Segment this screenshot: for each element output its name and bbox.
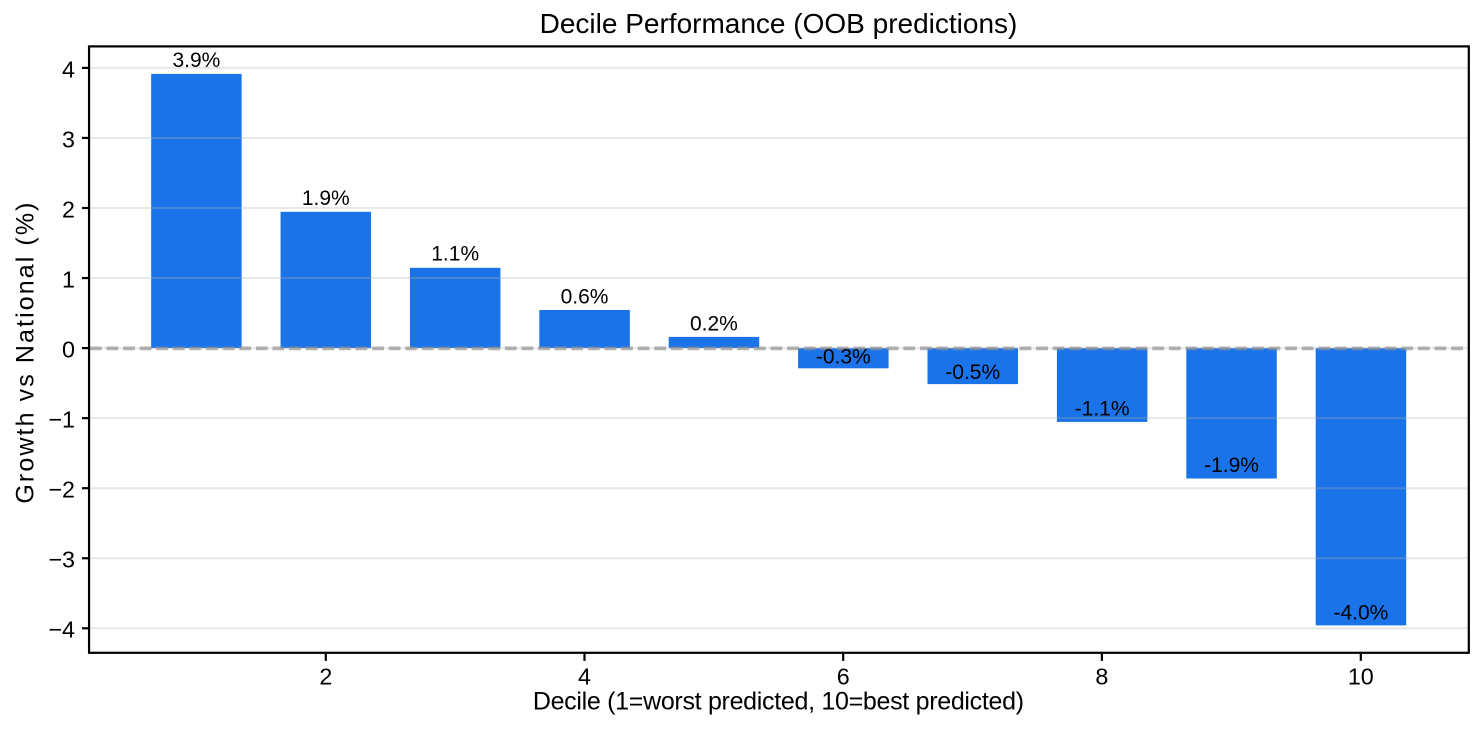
svg-text:10: 10 bbox=[1348, 664, 1374, 690]
svg-text:−2: −2 bbox=[48, 477, 75, 503]
svg-text:-1.1%: -1.1% bbox=[1075, 398, 1130, 421]
svg-text:4: 4 bbox=[578, 664, 591, 690]
svg-text:−3: −3 bbox=[48, 547, 75, 573]
svg-text:-4.0%: -4.0% bbox=[1333, 601, 1388, 624]
svg-text:-0.3%: -0.3% bbox=[816, 346, 871, 369]
svg-text:Growth vs National (%): Growth vs National (%) bbox=[12, 200, 40, 503]
svg-text:2: 2 bbox=[319, 664, 332, 690]
svg-text:3.9%: 3.9% bbox=[172, 49, 220, 72]
svg-text:8: 8 bbox=[1095, 664, 1108, 690]
svg-text:6: 6 bbox=[837, 664, 850, 690]
svg-text:−1: −1 bbox=[48, 407, 75, 433]
svg-text:−4: −4 bbox=[48, 617, 75, 643]
svg-text:-0.5%: -0.5% bbox=[945, 361, 1000, 384]
svg-text:4: 4 bbox=[62, 56, 75, 82]
svg-text:3: 3 bbox=[62, 126, 75, 152]
svg-text:0.6%: 0.6% bbox=[561, 285, 609, 308]
svg-text:-1.9%: -1.9% bbox=[1204, 454, 1259, 477]
svg-text:Decile (1=worst predicted, 10=: Decile (1=worst predicted, 10=best predi… bbox=[533, 687, 1024, 715]
svg-text:Decile Performance (OOB predic: Decile Performance (OOB predictions) bbox=[540, 8, 1018, 39]
svg-text:1: 1 bbox=[62, 266, 75, 292]
svg-text:0: 0 bbox=[62, 337, 75, 363]
svg-text:2: 2 bbox=[62, 196, 75, 222]
svg-text:1.9%: 1.9% bbox=[302, 187, 350, 210]
svg-text:0.2%: 0.2% bbox=[690, 312, 738, 335]
svg-text:1.1%: 1.1% bbox=[431, 243, 479, 266]
